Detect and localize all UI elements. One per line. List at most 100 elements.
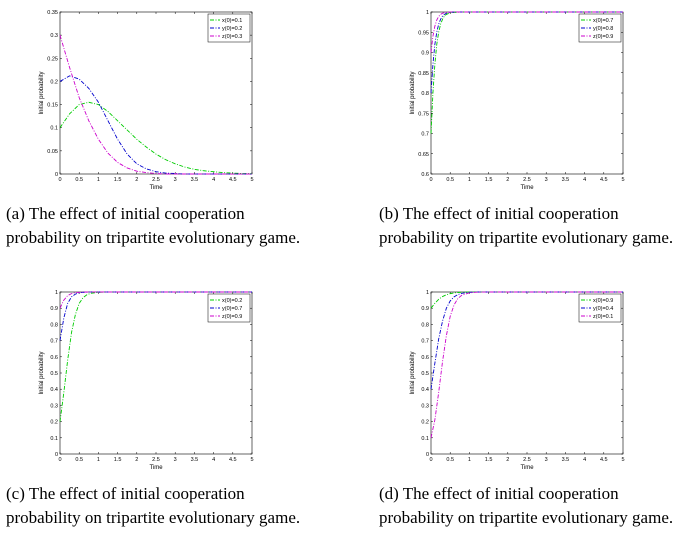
y-tick-label: 0.6 [421, 172, 429, 178]
x-tick-label: 2 [506, 177, 509, 183]
y-tick-label: 0.4 [50, 387, 58, 393]
series-line-3 [430, 291, 623, 438]
y-tick-label: 0.2 [421, 420, 429, 426]
y-tick-label: 0.65 [418, 152, 429, 158]
y-tick-label: 1 [55, 290, 58, 296]
x-tick-label: 1 [97, 177, 100, 183]
series-line-3 [430, 11, 623, 53]
x-tick-label: 3 [174, 457, 177, 463]
x-tick-label: 4 [212, 177, 215, 183]
chart-a: 0 0.5 1 1.5 2 2.5 3 3.5 4 4.5 5 0 0.05 0.1 0.15 0.2 0.25… [39, 10, 254, 191]
legend-entry: x(0)=0.2 [222, 298, 242, 304]
y-axis-label: Initial probability [39, 351, 45, 394]
chart-d: 0 0.5 1 1.5 2 2.5 3 3.5 4 4.5 5 0 0.1 0.2 0.3 0.4 0.5 0.6… [410, 290, 625, 471]
y-tick-label: 0.05 [47, 149, 58, 155]
y-tick-label: 0.1 [50, 436, 58, 442]
x-axis-label: Time [520, 185, 534, 191]
x-tick-label: 0 [429, 457, 432, 463]
y-tick-label: 0.3 [50, 403, 58, 409]
y-tick-label: 0.5 [50, 371, 58, 377]
x-tick-label: 2 [506, 457, 509, 463]
x-tick-label: 2.5 [152, 177, 160, 183]
x-tick-label: 4 [583, 457, 586, 463]
x-tick-label: 5 [621, 177, 624, 183]
legend-entry: z(0)=0.1 [593, 314, 613, 320]
y-tick-label: 0.8 [421, 91, 429, 97]
x-tick-label: 3.5 [191, 177, 199, 183]
chart-c: 0 0.5 1 1.5 2 2.5 3 3.5 4 4.5 5 0 0.1 0.2 0.3 0.4 0.5 0.6… [39, 290, 254, 471]
x-tick-label: 0 [58, 457, 61, 463]
caption-d: (d) The effect of initial cooperation pr… [379, 484, 674, 527]
x-tick-label: 0 [58, 177, 61, 183]
y-tick-label: 0.85 [418, 71, 429, 77]
legend-box [207, 13, 251, 43]
x-tick-label: 3.5 [191, 457, 199, 463]
y-tick-label: 0.25 [47, 56, 58, 62]
chart-panel-c: 0 0.5 1 1.5 2 2.5 3 3.5 4 4.5 5 0 0.1 0.2 0.3 0.4 0.5 0.6… [0, 282, 340, 560]
x-tick-label: 4.5 [600, 177, 608, 183]
x-tick-label: 0.5 [446, 177, 454, 183]
series-line-3 [59, 291, 252, 309]
chart-panel-b: 0 0.5 1 1.5 2 2.5 3 3.5 4 4.5 5 0.6 0.65 0.7 0.75 0.8 0.… [373, 0, 686, 280]
x-tick-label: 5 [621, 457, 624, 463]
chart-panel-d: 0 0.5 1 1.5 2 2.5 3 3.5 4 4.5 5 0 0.1 0.2 0.3 0.4 0.5 0.6… [373, 282, 686, 560]
y-tick-label: 0.8 [50, 322, 58, 328]
series-line-2 [59, 291, 252, 341]
series-line-1 [59, 101, 252, 174]
x-tick-label: 2 [135, 177, 138, 183]
legend-entry: z(0)=0.9 [593, 34, 613, 40]
legend-entry: y(0)=0.8 [593, 26, 613, 32]
y-tick-label: 0 [55, 172, 58, 178]
x-tick-label: 0 [429, 177, 432, 183]
x-tick-label: 1 [468, 177, 471, 183]
y-axis-label: Initial probability [410, 351, 416, 394]
x-tick-label: 4 [212, 457, 215, 463]
caption-c: (c) The effect of initial cooperation pr… [6, 484, 301, 527]
x-tick-label: 1.5 [485, 177, 493, 183]
y-tick-label: 0.2 [50, 79, 58, 85]
y-tick-label: 0.3 [421, 403, 429, 409]
y-tick-label: 0.35 [47, 10, 58, 16]
legend-entry: x(0)=0.7 [593, 18, 613, 24]
x-tick-label: 2.5 [523, 177, 531, 183]
x-tick-label: 2.5 [523, 457, 531, 463]
y-axis-label: Initial probability [39, 71, 45, 114]
y-tick-label: 0.7 [421, 132, 429, 138]
x-tick-label: 3.5 [562, 177, 570, 183]
y-tick-label: 0.6 [421, 355, 429, 361]
y-tick-label: 0 [426, 452, 429, 458]
legend-entry: z(0)=0.3 [222, 34, 242, 40]
x-tick-label: 0.5 [446, 457, 454, 463]
y-tick-label: 1 [426, 10, 429, 16]
x-tick-label: 0.5 [75, 457, 83, 463]
x-tick-label: 1 [97, 457, 100, 463]
y-tick-label: 0 [55, 452, 58, 458]
legend-entry: y(0)=0.7 [222, 306, 242, 312]
legend-box [207, 293, 251, 323]
y-axis-label: Initial probability [410, 71, 416, 114]
x-axis-label: Time [520, 465, 534, 471]
chart-panel-a: 0 0.5 1 1.5 2 2.5 3 3.5 4 4.5 5 0 0.05 0.1 0.15 0.2 0.25… [0, 0, 340, 280]
x-tick-label: 2 [135, 457, 138, 463]
x-tick-label: 3 [545, 457, 548, 463]
x-tick-label: 5 [250, 177, 253, 183]
y-tick-label: 0.95 [418, 30, 429, 36]
x-tick-label: 4.5 [229, 177, 237, 183]
x-tick-label: 4.5 [229, 457, 237, 463]
legend-entry: x(0)=0.9 [593, 298, 613, 304]
caption-a: (a) The effect of initial cooperation pr… [6, 204, 301, 247]
x-tick-label: 1.5 [114, 457, 122, 463]
legend-entry: y(0)=0.4 [593, 306, 613, 312]
series-line-3 [59, 35, 252, 175]
y-tick-label: 0.7 [50, 339, 58, 345]
y-tick-label: 0.7 [421, 339, 429, 345]
caption-b: (b) The effect of initial cooperation pr… [379, 204, 674, 247]
y-tick-label: 0.9 [421, 306, 429, 312]
x-tick-label: 5 [250, 457, 253, 463]
y-tick-label: 0.4 [421, 387, 429, 393]
series-line-1 [430, 11, 623, 134]
series-line-2 [430, 291, 623, 390]
y-tick-label: 0.1 [50, 126, 58, 132]
y-tick-label: 1 [426, 290, 429, 296]
chart-b: 0 0.5 1 1.5 2 2.5 3 3.5 4 4.5 5 0.6 0.65 0.7 0.75 0.8 0.… [410, 10, 625, 191]
